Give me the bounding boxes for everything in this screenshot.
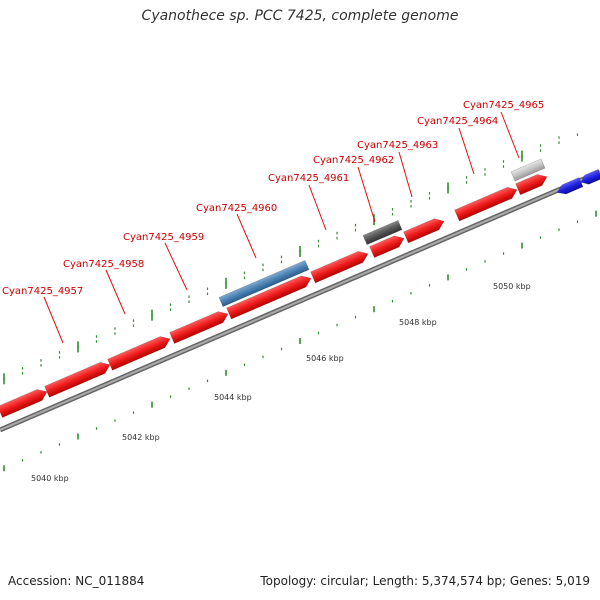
scale-labels: 5040 kbp 5042 kbp 5044 kbp 5046 kbp 5048… [31,282,531,483]
scale-label-5046: 5046 kbp [306,354,344,363]
topology-text: Topology: circular; Length: 5,374,574 bp… [260,574,590,588]
feature-dark-4962-shape[interactable] [362,220,403,246]
gene-arrow-4956-shape[interactable] [0,386,49,418]
gene-arrow-4961[interactable] [310,248,371,284]
gene-arrow-4959-shape[interactable] [169,308,231,344]
gene-arrow-4965-shape[interactable] [515,171,550,196]
scale-label-5040: 5040 kbp [31,474,69,483]
gene-label-4961[interactable]: Cyan7425_4961 [268,173,349,184]
backbone-line [0,171,600,431]
feature-light-4965-shape[interactable] [510,158,546,182]
gene-arrow-4961-shape[interactable] [310,248,371,284]
gene-label-4960[interactable]: Cyan7425_4960 [196,203,277,214]
gene-arrow-reverse-a-shape[interactable] [555,177,584,198]
gene-arrow-reverse-a[interactable] [555,177,584,198]
gene-arrow-4962-shape[interactable] [369,233,407,258]
feature-light-4965[interactable] [510,158,546,182]
gene-label-4963[interactable]: Cyan7425_4963 [357,140,438,151]
scale-label-5044: 5044 kbp [214,393,252,402]
gene-arrow-4960-shape[interactable] [226,273,314,320]
leader-line-4958 [105,269,126,315]
gene-label-4958[interactable]: Cyan7425_4958 [63,259,144,270]
accession-text: Accession: NC_011884 [8,574,145,588]
gene-arrow-4963[interactable] [403,216,447,244]
leader-line-4963 [398,151,413,198]
genome-backbone [0,169,600,433]
leader-line-4961 [308,184,327,231]
gene-arrow-4958[interactable] [107,333,173,371]
gene-arrow-4960[interactable] [226,273,314,320]
gene-label-4965[interactable]: Cyan7425_4965 [463,100,544,111]
gene-arrow-4964[interactable] [454,184,520,222]
gene-arrow-4965[interactable] [515,171,550,196]
gene-arrow-4963-shape[interactable] [403,216,447,244]
scale-label-5042: 5042 kbp [122,433,160,442]
scale-label-5048: 5048 kbp [399,318,437,327]
gene-arrow-4962[interactable] [369,233,407,258]
scale-label-5050: 5050 kbp [493,282,531,291]
gene-arrow-4956[interactable] [0,386,49,418]
gene-arrow-4959[interactable] [169,308,231,344]
gene-arrow-4957[interactable] [44,359,113,398]
leader-line-4960 [236,213,257,259]
leader-line-4964 [458,127,475,175]
gene-arrow-4964-shape[interactable] [454,184,520,222]
tick-marks [3,133,597,472]
genome-title: Cyanothece sp. PCC 7425, complete genome [141,8,459,24]
gene-highlight-4960-shape[interactable] [218,260,310,307]
leader-line-4957 [43,296,64,344]
gene-label-4957[interactable]: Cyan7425_4957 [2,286,83,297]
gene-labels: Cyan7425_4957 Cyan7425_4958 Cyan7425_495… [2,100,544,344]
gene-highlight-4960[interactable] [218,260,310,307]
gene-label-4962[interactable]: Cyan7425_4962 [313,155,394,166]
gene-arrow-reverse-b-shape[interactable] [579,169,600,186]
leader-line-4965 [500,111,520,159]
leader-line-4962 [357,166,376,223]
gene-label-4964[interactable]: Cyan7425_4964 [417,116,498,127]
gene-features [0,158,600,418]
leader-line-4959 [164,242,188,291]
gene-arrow-4958-shape[interactable] [107,333,173,371]
gene-arrow-4957-shape[interactable] [44,359,113,398]
feature-dark-4962[interactable] [362,220,403,246]
gene-arrow-reverse-b[interactable] [579,169,600,186]
gene-label-4959[interactable]: Cyan7425_4959 [123,232,204,243]
